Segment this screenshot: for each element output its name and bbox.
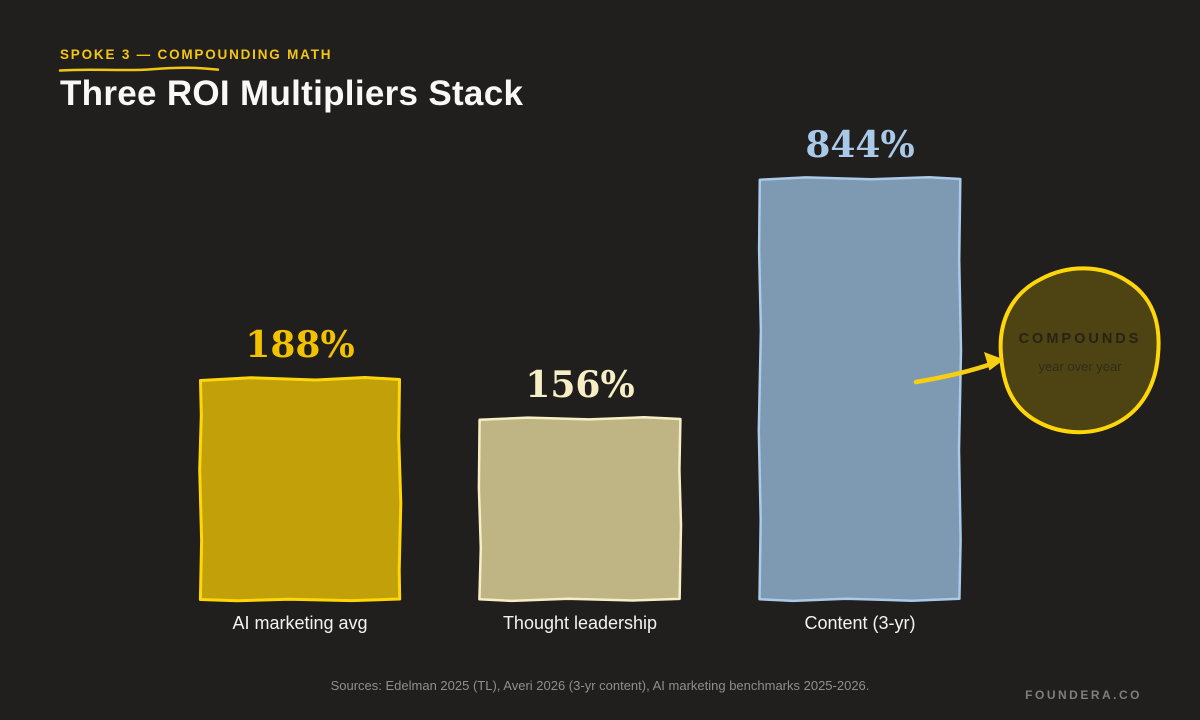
category-label-content-3yr: Content (3-yr) [804, 613, 916, 633]
compounds-badge-subtitle: year over year [1038, 359, 1122, 374]
compounds-badge-title: COMPOUNDS [1018, 331, 1142, 347]
brand-label: FOUNDERA.CO [1025, 688, 1142, 702]
category-label-thought-leadership: Thought leadership [502, 613, 658, 633]
compounds-badge-circle [998, 266, 1161, 435]
arrow-head-icon [984, 352, 1004, 371]
category-label-ai-marketing-avg: AI marketing avg [232, 613, 368, 633]
value-label-content-3yr: 844% [805, 124, 915, 166]
value-label-thought-leadership: 156% [525, 364, 635, 406]
value-label-ai-marketing-avg: 188% [245, 324, 355, 366]
sources-note: Sources: Edelman 2025 (TL), Averi 2026 (… [330, 678, 870, 693]
bar-ai-marketing-avg [198, 376, 403, 603]
bar-content-3yr [757, 175, 963, 603]
bar-thought-leadership [477, 416, 683, 603]
kicker-underline [58, 66, 220, 72]
kicker-label: SPOKE 3 — COMPOUNDING MATH [60, 47, 333, 62]
page-title: Three ROI Multipliers Stack [60, 74, 524, 113]
